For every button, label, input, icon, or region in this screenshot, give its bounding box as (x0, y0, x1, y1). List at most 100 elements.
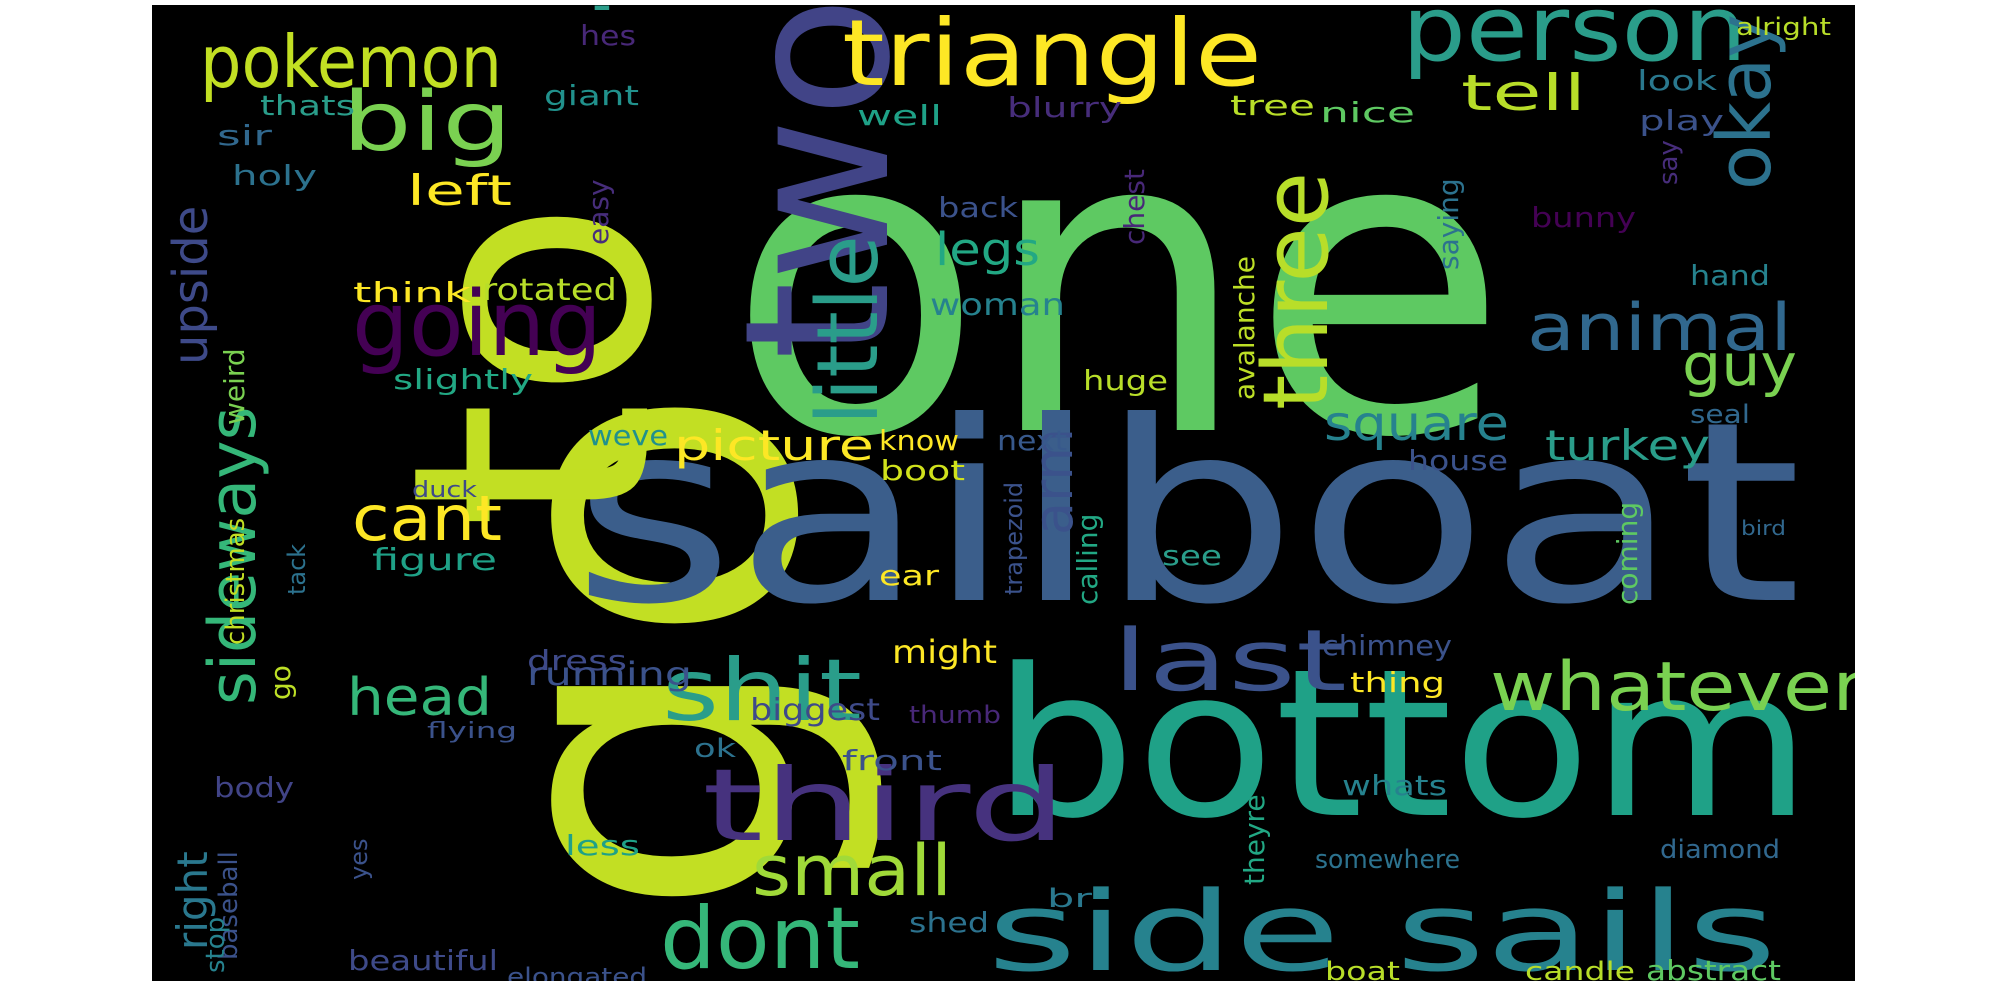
word-cloud-word: nice (1320, 96, 1415, 129)
word-cloud-word: yes (345, 839, 373, 880)
word-cloud-word: boot (880, 454, 965, 487)
word-cloud-word: think (353, 276, 472, 309)
word-cloud-word: trapezoid (1000, 482, 1028, 595)
word-cloud-word: biggest (750, 693, 880, 728)
word-cloud-word: christmas (221, 518, 251, 645)
word-cloud-word: calling (1071, 514, 1104, 605)
word-cloud-word: huge (1083, 364, 1168, 397)
word-cloud-word: slightly (393, 363, 533, 396)
word-cloud-word: back (938, 191, 1019, 224)
word-cloud-word: well (857, 99, 942, 132)
word-cloud-word: side sails (987, 868, 1777, 981)
word-cloud-word: elongated (507, 963, 647, 981)
word-cloud-word: bottom (992, 626, 1812, 864)
word-cloud-word: woman (930, 288, 1065, 323)
word-cloud-word: last (1112, 612, 1347, 711)
word-cloud-word: know (879, 424, 959, 457)
word-cloud-word: seal (1690, 400, 1750, 430)
word-cloud-word: ear (879, 559, 940, 592)
word-cloud-word: running (527, 655, 692, 693)
word-cloud-word: bird (1741, 516, 1786, 540)
word-cloud-word: flying (427, 719, 517, 744)
word-cloud-word: boat (1325, 957, 1400, 981)
word-cloud-word: dont (660, 889, 860, 981)
word-cloud-word: alright (1736, 13, 1831, 41)
word-cloud-word: house (1408, 444, 1508, 477)
word-cloud-word: little (799, 235, 898, 425)
word-cloud-word: body (214, 771, 294, 804)
word-cloud-word: somewhere (1315, 845, 1460, 875)
word-cloud-word: br (1047, 884, 1092, 914)
word-cloud-word: bunny (1531, 201, 1636, 234)
word-cloud-word: less (565, 829, 640, 862)
word-cloud-word: diamond (1660, 835, 1780, 865)
word-cloud-word: baseball (214, 851, 244, 960)
word-cloud-word: upside (163, 206, 219, 365)
word-cloud-word: person (1402, 5, 1747, 82)
word-cloud-word: one (727, 41, 1509, 530)
word-cloud-word: weve (588, 419, 668, 452)
word-cloud-word: whats (1342, 769, 1447, 802)
word-cloud-word: sideways (196, 407, 271, 706)
word-cloud-word: hes (580, 19, 636, 52)
word-cloud-word: might (892, 633, 997, 671)
word-cloud-word: stop (201, 917, 231, 973)
word-cloud-word: figure (372, 543, 497, 578)
word-cloud-word: tack (283, 544, 311, 595)
word-cloud-word: right (168, 851, 217, 950)
word-cloud-word: thing (1350, 666, 1445, 699)
word-cloud-word: candle (1525, 957, 1635, 981)
word-cloud-word: abstract (1646, 954, 1781, 981)
word-cloud-word: left (407, 166, 512, 215)
word-cloud-word: blurry (1007, 91, 1122, 124)
word-cloud-word: sir (217, 119, 273, 152)
word-cloud-word: big (342, 75, 512, 170)
word-cloud-word: front (842, 744, 942, 777)
word-cloud-word: animal (1527, 291, 1792, 366)
word-cloud-word: shit (662, 641, 862, 741)
word-cloud-word: go (394, 384, 894, 920)
word-cloud-panel: one go sailboat bottom to two side sails triang… (152, 5, 1855, 981)
word-cloud-word: weird (218, 348, 251, 425)
word-cloud-word: whatever (1490, 648, 1855, 727)
word-cloud-word: look (1637, 64, 1718, 97)
word-cloud-word: theyre (1238, 794, 1271, 885)
word-cloud-word: okay (1702, 14, 1788, 190)
word-cloud-word: next (997, 424, 1067, 457)
word-cloud-word: square (1324, 396, 1509, 452)
word-cloud-word: play (1639, 104, 1724, 137)
word-cloud-word: two (702, 5, 935, 360)
word-cloud-word: arm (1022, 428, 1085, 535)
word-cloud-word: chimney (1322, 629, 1452, 662)
word-cloud-word: easy (582, 179, 615, 245)
word-cloud-word: legs (935, 223, 1040, 276)
word-cloud-word: pokemon (200, 20, 502, 104)
word-cloud-word: holy (232, 159, 317, 192)
word-cloud-word: rotated (482, 273, 617, 308)
word-cloud-word: picture (674, 421, 874, 470)
word-cloud-word: guy (1682, 331, 1797, 399)
word-cloud-word: avalanche (1228, 256, 1261, 400)
word-cloud-word: see (1162, 539, 1222, 572)
word-cloud-word: chest (1118, 169, 1151, 245)
word-cloud-word: tree (1230, 89, 1315, 122)
word-cloud-word: saying (1432, 178, 1465, 270)
word-cloud-word: thumb (909, 701, 1001, 729)
word-cloud-word: to (341, 199, 725, 530)
word-cloud-word: shed (909, 906, 989, 939)
word-cloud-word: tell (1461, 64, 1586, 122)
word-cloud-word: going (352, 272, 602, 377)
word-cloud-word: head (347, 668, 492, 728)
word-cloud-word: sailboat (572, 368, 1802, 659)
word-cloud-word: triangle (842, 5, 1262, 107)
word-cloud-word: small (752, 830, 952, 912)
word-cloud-word: beautiful (348, 944, 498, 977)
word-cloud-word: thats (260, 89, 355, 122)
word-cloud-word: dress (527, 644, 627, 677)
word-cloud-word: ok (694, 734, 736, 764)
word-cloud-word: - (592, 5, 612, 36)
word-cloud-word: cant (352, 482, 502, 555)
word-cloud-word: turkey (1545, 421, 1710, 470)
word-cloud-word: duck (412, 478, 477, 503)
